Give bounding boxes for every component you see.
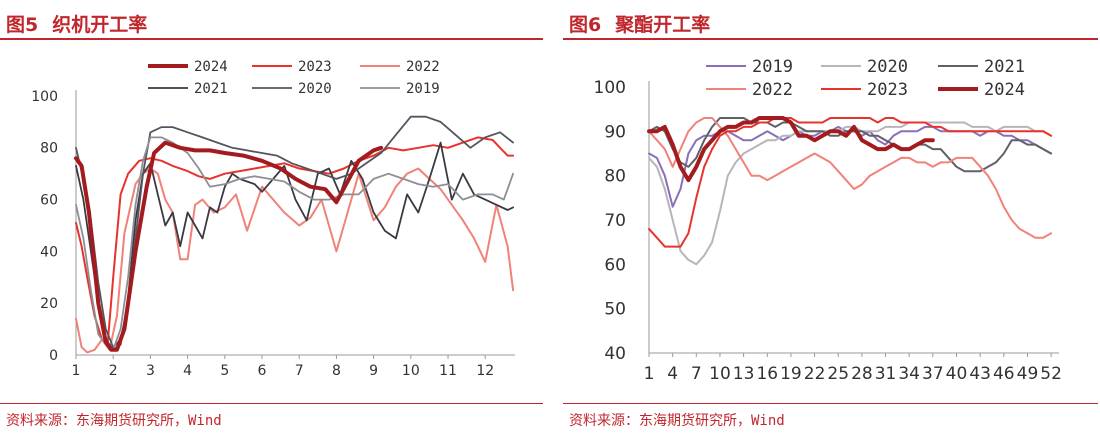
source-divider xyxy=(563,403,1098,404)
y-tick-label: 100 xyxy=(31,89,58,105)
source-note: 资料来源：东海期货研究所，Wind xyxy=(569,413,785,429)
series-line-2024 xyxy=(647,116,935,183)
x-tick-label: 10 xyxy=(402,363,420,379)
x-tick-label: 37 xyxy=(922,364,944,384)
x-tick-label: 4 xyxy=(667,364,678,384)
y-tick-label: 40 xyxy=(604,344,626,364)
x-tick-label: 7 xyxy=(691,364,702,384)
source-divider xyxy=(0,403,543,404)
chart-title-text: 聚酯开工率 xyxy=(615,14,711,36)
series-line-2023 xyxy=(75,136,515,346)
title-divider xyxy=(0,38,543,40)
legend-label-2022: 2022 xyxy=(752,80,793,100)
x-tick-label: 19 xyxy=(780,364,802,384)
legend-label-2020: 2020 xyxy=(867,57,908,77)
series-line-2019 xyxy=(75,136,514,351)
x-tick-label: 3 xyxy=(146,363,155,379)
y-tick-label: 60 xyxy=(40,193,58,209)
chart-panel-polyester: 图6 聚酯开工率 40 50 60 70 80 90 100 1 4 7 10 13 16 19 22 25 28… xyxy=(563,0,1100,436)
series-line-2020 xyxy=(75,115,514,349)
series-line-2024 xyxy=(74,140,384,352)
legend-label-2022: 2022 xyxy=(406,59,440,75)
legend-label-2021: 2021 xyxy=(194,81,228,97)
x-tick-label: 1 xyxy=(72,363,81,379)
legend-label-2024: 2024 xyxy=(194,59,228,75)
y-tick-label: 0 xyxy=(49,348,58,364)
chart-panel-loom: 图5 织机开工率 0 20 40 60 80 100 1 2 3 4 5 6 7 8 9 10 11 12 2024 2… xyxy=(0,0,545,436)
legend-label-2023: 2023 xyxy=(867,80,908,100)
x-tick-label: 28 xyxy=(851,364,873,384)
x-tick-label: 31 xyxy=(875,364,897,384)
legend-label-2021: 2021 xyxy=(984,57,1025,77)
figure-label: 图6 xyxy=(569,14,602,36)
x-tick-label: 22 xyxy=(804,364,826,384)
y-tick-label: 70 xyxy=(604,211,626,231)
y-tick-label: 90 xyxy=(604,122,626,142)
x-tick-label: 5 xyxy=(220,363,229,379)
x-tick-label: 1 xyxy=(644,364,655,384)
legend-label-2019: 2019 xyxy=(752,57,793,77)
series-line-2023 xyxy=(648,117,1053,248)
chart-title-text: 织机开工率 xyxy=(52,14,148,36)
source-note: 资料来源：东海期货研究所，Wind xyxy=(6,413,222,429)
x-tick-label: 12 xyxy=(476,363,494,379)
x-tick-label: 7 xyxy=(295,363,304,379)
y-tick-label: 40 xyxy=(40,244,58,260)
x-tick-label: 34 xyxy=(898,364,920,384)
chart-title: 图6 聚酯开工率 xyxy=(569,10,710,37)
x-tick-label: 25 xyxy=(827,364,849,384)
title-divider xyxy=(563,38,1098,40)
y-tick-label: 80 xyxy=(604,167,626,187)
x-tick-label: 52 xyxy=(1040,364,1062,384)
x-tick-label: 40 xyxy=(946,364,968,384)
series-line-2020 xyxy=(648,121,1053,266)
figure-label: 图5 xyxy=(6,14,39,36)
y-tick-label: 100 xyxy=(594,78,626,98)
x-tick-label: 16 xyxy=(756,364,778,384)
x-tick-label: 43 xyxy=(969,364,991,384)
chart-title: 图5 织机开工率 xyxy=(6,10,147,37)
x-tick-label: 11 xyxy=(439,363,457,379)
legend-label-2024: 2024 xyxy=(984,80,1025,100)
y-tick-label: 20 xyxy=(40,296,58,312)
y-tick-label: 60 xyxy=(604,255,626,275)
legend-label-2020: 2020 xyxy=(298,81,332,97)
x-tick-label: 46 xyxy=(993,364,1015,384)
x-tick-label: 8 xyxy=(332,363,341,379)
legend-label-2019: 2019 xyxy=(406,81,440,97)
y-tick-label: 80 xyxy=(40,141,58,157)
x-tick-label: 13 xyxy=(733,364,755,384)
x-tick-label: 2 xyxy=(109,363,118,379)
x-tick-label: 6 xyxy=(258,363,267,379)
x-tick-label: 49 xyxy=(1017,364,1039,384)
legend-label-2023: 2023 xyxy=(298,59,332,75)
series-line-2019 xyxy=(648,125,1053,208)
x-tick-label: 9 xyxy=(369,363,378,379)
x-tick-label: 10 xyxy=(709,364,731,384)
x-tick-label: 4 xyxy=(183,363,192,379)
y-tick-label: 50 xyxy=(604,300,626,320)
series-line-2022 xyxy=(648,117,1053,239)
series-line-2021 xyxy=(75,141,514,351)
